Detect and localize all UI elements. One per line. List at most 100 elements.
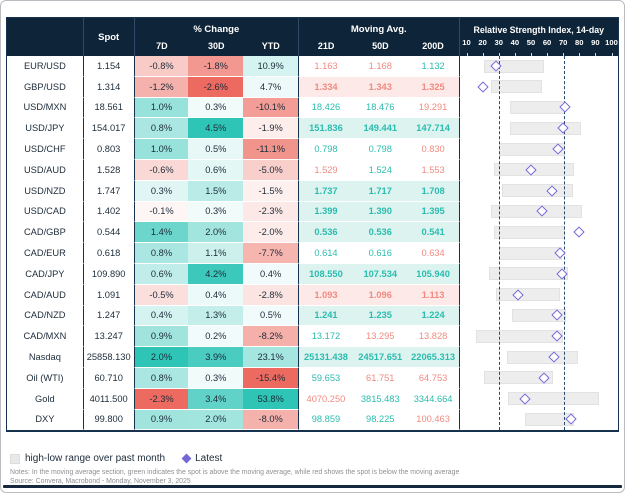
rsi-axis-label: 30 bbox=[494, 38, 503, 47]
pct-ytd-cell: 0.5% bbox=[243, 305, 299, 327]
table-row: USD/NZD 1.747 0.3% 1.5% -1.5% 1.737 1.717 1.708 bbox=[7, 180, 618, 202]
rsi-range-bar bbox=[484, 371, 554, 385]
pct-30d-cell: 4.2% bbox=[188, 263, 244, 285]
spot-value: 109.890 bbox=[82, 263, 134, 285]
rsi-overbought-line bbox=[563, 56, 565, 431]
pct-7d-cell: -0.1% bbox=[133, 201, 189, 223]
table-row: USD/AUD 1.528 -0.6% 0.6% -5.0% 1.529 1.524 1.55… bbox=[7, 159, 618, 181]
ma-21d-value: 1.334 bbox=[298, 76, 353, 98]
pct-30d-cell: 3.4% bbox=[188, 388, 244, 410]
ma-50d-value: 107.534 bbox=[352, 263, 408, 285]
rsi-cell bbox=[458, 180, 618, 202]
ma-50d-value: 1.168 bbox=[352, 56, 408, 77]
bottom-rule bbox=[3, 485, 622, 488]
rsi-cell bbox=[458, 284, 618, 306]
rsi-axis-tick bbox=[466, 53, 468, 56]
rsi-axis-tick bbox=[611, 53, 613, 56]
pct-7d-cell: 1.4% bbox=[133, 222, 189, 244]
pct-7d-cell: 0.8% bbox=[133, 243, 189, 264]
rsi-range-bar bbox=[508, 392, 599, 406]
table-row: Gold 4011.500 -2.3% 3.4% 53.8% 4070.250 3815.4… bbox=[7, 388, 618, 410]
pct-30d-cell: 0.6% bbox=[188, 159, 244, 181]
pct-ytd-cell: -1.5% bbox=[243, 180, 299, 202]
table-header: Spot % Change 7D 30D YTD Moving Avg. 21D… bbox=[7, 18, 618, 56]
pct-change-title: % Change bbox=[193, 24, 240, 35]
rsi-range-bar bbox=[495, 288, 560, 302]
pct-30d-cell: 2.0% bbox=[188, 222, 244, 244]
spot-value: 0.803 bbox=[82, 139, 134, 160]
asset-name: CAD/GBP bbox=[7, 222, 83, 244]
rsi-axis-tick bbox=[498, 53, 500, 56]
footnotes: Notes: In the moving average section, gr… bbox=[10, 468, 459, 486]
table-row: CAD/JPY 109.890 0.6% 4.2% 0.4% 108.550 107.534… bbox=[7, 263, 618, 285]
pct-30d-cell: -2.6% bbox=[188, 76, 244, 98]
ma-21d-value: 1.093 bbox=[298, 284, 353, 306]
rsi-oversold-line bbox=[499, 56, 501, 431]
ma-200d-value: 19.291 bbox=[407, 97, 459, 119]
legend: high-low range over past month Latest bbox=[10, 453, 222, 464]
spot-value: 99.800 bbox=[82, 409, 134, 431]
ma-50d-value: 1.717 bbox=[352, 180, 408, 202]
rsi-axis-label: 90 bbox=[591, 38, 600, 47]
pct-7d-cell: -2.3% bbox=[133, 388, 189, 410]
rsi-range-bar bbox=[493, 225, 565, 239]
rsi-axis: 10 20 30 40 50 60 70 80 90 100 bbox=[460, 36, 618, 56]
rsi-range-bar bbox=[501, 184, 573, 198]
rsi-cell bbox=[458, 347, 618, 368]
pct-ytd-cell: -15.4% bbox=[243, 367, 299, 389]
col-header-30d: 30D bbox=[208, 41, 225, 51]
ma-50d-value: 13.295 bbox=[352, 326, 408, 348]
table-row: USD/CAD 1.402 -0.1% 0.3% -2.3% 1.399 1.390 1.39… bbox=[7, 201, 618, 223]
ma-200d-value: 105.940 bbox=[407, 263, 459, 285]
pct-30d-cell: 1.3% bbox=[188, 305, 244, 327]
table-row: GBP/USD 1.314 -1.2% -2.6% 4.7% 1.334 1.343 1.32… bbox=[7, 76, 618, 98]
ma-21d-value: 13.172 bbox=[298, 326, 353, 348]
ma-50d-value: 24517.651 bbox=[352, 347, 408, 368]
ma-21d-value: 0.798 bbox=[298, 139, 353, 160]
ma-200d-value: 1.708 bbox=[407, 180, 459, 202]
rsi-axis-label: 20 bbox=[478, 38, 487, 47]
rsi-axis-label: 10 bbox=[462, 38, 471, 47]
spot-value: 1.247 bbox=[82, 305, 134, 327]
asset-name: Nasdaq bbox=[7, 347, 83, 368]
col-header-50d: 50D bbox=[372, 41, 389, 51]
pct-ytd-cell: 53.8% bbox=[243, 388, 299, 410]
ma-50d-value: 1.390 bbox=[352, 201, 408, 223]
asset-name: DXY bbox=[7, 410, 83, 431]
rsi-axis-label: 70 bbox=[558, 38, 568, 47]
ma-50d-value: 18.476 bbox=[352, 97, 408, 119]
rsi-cell bbox=[458, 388, 618, 410]
asset-name: EUR/USD bbox=[7, 56, 83, 77]
pct-ytd-cell: 23.1% bbox=[243, 347, 299, 368]
ma-50d-value: 0.536 bbox=[352, 222, 408, 244]
asset-name: USD/JPY bbox=[7, 118, 83, 140]
spot-value: 1.091 bbox=[82, 284, 134, 306]
spot-value: 1.528 bbox=[82, 159, 134, 181]
table-row: EUR/USD 1.154 -0.8% -1.8% 10.9% 1.163 1.168 1.1… bbox=[7, 56, 618, 77]
rsi-cell bbox=[458, 97, 618, 119]
pct-7d-cell: 0.9% bbox=[133, 326, 189, 348]
ma-200d-value: 22065.313 bbox=[407, 347, 459, 368]
ma-50d-value: 3815.483 bbox=[352, 388, 408, 410]
rsi-cell bbox=[458, 409, 618, 431]
pct-ytd-cell: 4.7% bbox=[243, 76, 299, 98]
pct-ytd-cell: -8.2% bbox=[243, 326, 299, 348]
col-header-21d: 21D bbox=[317, 41, 335, 51]
pct-30d-cell: -1.8% bbox=[188, 56, 244, 77]
spot-value: 13.247 bbox=[82, 326, 134, 348]
pct-7d-cell: -0.8% bbox=[133, 56, 189, 77]
pct-30d-cell: 1.5% bbox=[188, 180, 244, 202]
pct-7d-cell: 2.0% bbox=[133, 347, 189, 368]
rsi-axis-tick bbox=[579, 53, 581, 56]
ma-50d-value: 0.616 bbox=[352, 243, 408, 264]
ma-200d-value: 1.325 bbox=[407, 76, 459, 98]
rsi-range-bar bbox=[510, 101, 565, 115]
rsi-latest-marker bbox=[476, 81, 489, 93]
table-row: USD/JPY 154.017 0.8% 4.5% -1.9% 151.836 149.44… bbox=[7, 118, 618, 140]
ma-21d-value: 0.536 bbox=[298, 222, 353, 244]
spot-value: 0.544 bbox=[82, 222, 134, 244]
spot-value: 0.618 bbox=[82, 243, 134, 264]
rsi-axis-tick bbox=[482, 53, 484, 56]
rsi-axis-tick bbox=[547, 53, 549, 56]
